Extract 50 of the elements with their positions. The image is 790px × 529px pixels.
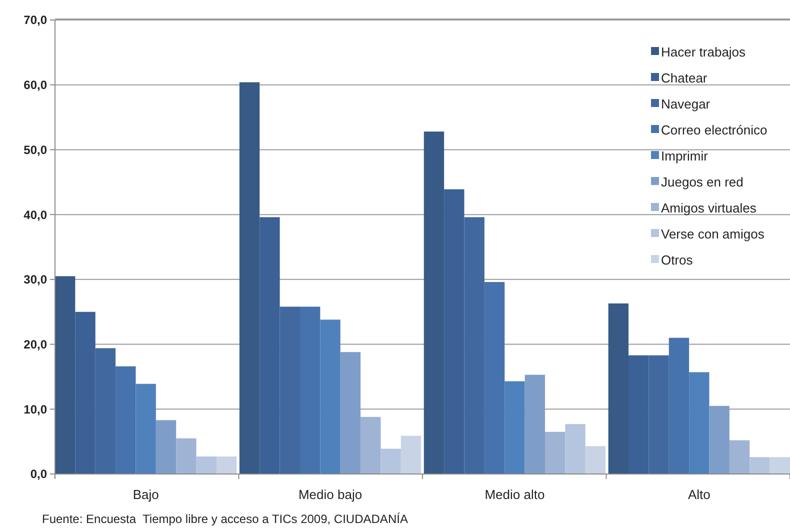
bar [524, 374, 545, 474]
legend-label: Verse con amigos [661, 226, 765, 242]
bar [668, 338, 690, 474]
legend-label: Correo electrónico [661, 122, 768, 138]
bar [116, 366, 136, 474]
bar [136, 384, 156, 474]
bar [400, 436, 422, 474]
bar [770, 457, 790, 474]
legend-label: Hacer trabajos [661, 44, 746, 60]
legend-label: Juegos en red [661, 174, 744, 190]
x-tick-label: Medio bajo [298, 487, 362, 502]
legend-label: Otros [661, 252, 694, 268]
bar [729, 440, 750, 474]
bar [360, 416, 381, 474]
bar [320, 320, 340, 474]
legend-label: Imprimir [661, 148, 709, 164]
y-tick-label: 20,0 [24, 337, 48, 352]
bar [504, 381, 525, 474]
y-tick-label: 40,0 [24, 208, 48, 222]
bar [424, 132, 444, 474]
bar [709, 406, 730, 474]
y-tick-label: 10,0 [24, 402, 48, 416]
bar [608, 303, 629, 474]
y-tick-label: 0,0 [30, 467, 48, 482]
legend-label: Navegar [661, 96, 711, 112]
bar [484, 282, 505, 474]
x-tick-label: Alto [688, 487, 710, 502]
x-tick-label: Medio alto [484, 487, 545, 502]
bar [750, 457, 770, 474]
bar [239, 82, 260, 474]
bar [380, 448, 401, 474]
bar [545, 432, 566, 474]
bar [340, 352, 361, 474]
bar [176, 438, 196, 474]
bar [565, 424, 586, 474]
bar [585, 446, 606, 474]
x-tick-label: Bajo [132, 487, 159, 502]
bar [300, 306, 320, 474]
y-tick-label: 70,0 [24, 13, 48, 28]
legend-label: Amigos virtuales [661, 200, 757, 216]
bar [216, 456, 237, 474]
y-tick-label: 50,0 [24, 142, 48, 157]
bar [55, 276, 76, 474]
y-tick-label: 30,0 [24, 272, 48, 287]
bar [156, 420, 176, 474]
legend-label: Chatear [661, 70, 708, 86]
y-tick-label: 60,0 [24, 78, 48, 92]
bar [196, 456, 216, 474]
source-note: Fuente: Encuesta Tiempo libre y acceso a TICs 2009, CIUDADANÍA [42, 512, 408, 526]
bar [689, 372, 710, 474]
